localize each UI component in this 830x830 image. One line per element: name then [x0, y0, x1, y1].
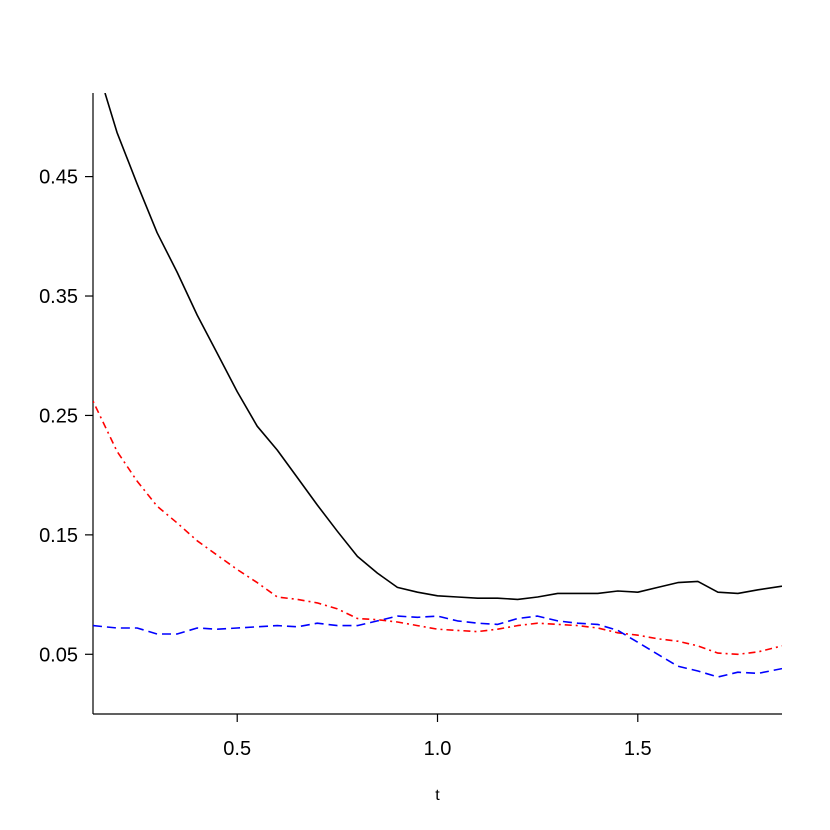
x-axis-label: t [435, 787, 440, 804]
x-tick-label: 1.5 [624, 738, 652, 760]
y-tick-label: 0.25 [39, 405, 78, 427]
x-tick-label: 1.0 [424, 738, 452, 760]
y-tick-label: 0.05 [39, 644, 78, 666]
series-line-2 [93, 400, 782, 656]
series-line-1 [104, 93, 782, 601]
y-tick-label: 0.15 [39, 525, 78, 547]
y-tick-label: 0.45 [39, 167, 78, 189]
x-tick-label: 0.5 [223, 738, 251, 760]
series-layer [93, 93, 782, 678]
y-tick-label: 0.35 [39, 286, 78, 308]
series-line-3 [93, 615, 782, 678]
axes: 0.05 0.15 0.25 0.35 0.45 0.5 1.0 1.5 [39, 93, 782, 760]
